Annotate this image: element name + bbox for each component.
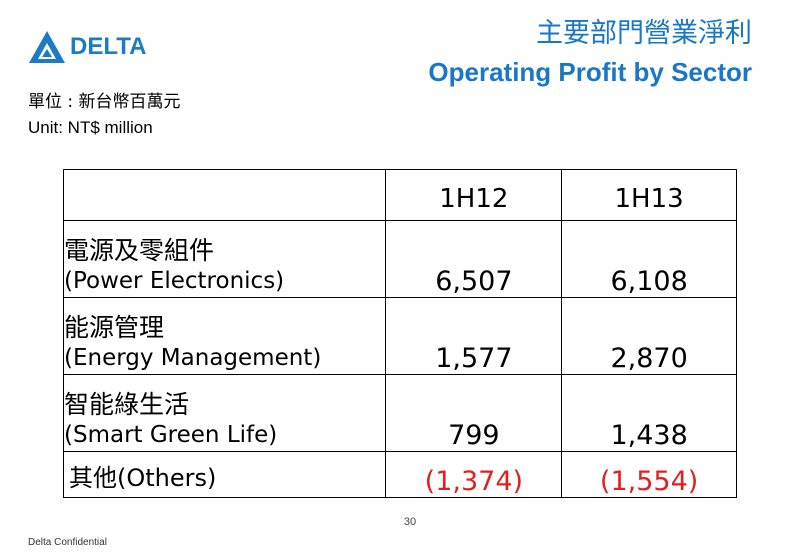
sector-cell: 能源管理 (Energy Management) xyxy=(62,297,387,375)
sector-cell: 電源及零組件 (Power Electronics) xyxy=(62,220,387,298)
table-row-power-electronics: 電源及零組件 (Power Electronics) 6,507 6,108 xyxy=(62,220,737,298)
sector-name-others: 其他(Others) xyxy=(62,451,387,498)
unit-label-zh: 單位 : 新台幣百萬元 xyxy=(28,92,181,112)
table-row-energy-management: 能源管理 (Energy Management) 1,577 2,870 xyxy=(62,297,737,375)
sector-name-en: (Energy Management) xyxy=(64,345,322,372)
sector-name-zh: 智能綠生活 xyxy=(64,389,190,419)
page-title-en: Operating Profit by Sector xyxy=(428,57,752,87)
value-cell-1h12: 6,507 xyxy=(385,220,563,298)
sector-name-en: (Smart Green Life) xyxy=(64,422,278,449)
sector-name-zh: 電源及零組件 xyxy=(64,235,215,265)
column-header-1h13: 1H13 xyxy=(561,169,737,221)
value-cell-1h12: 1,577 xyxy=(385,297,563,375)
confidential-notice: Delta Confidential xyxy=(28,537,107,548)
table-row-smart-green-life: 智能綠生活 (Smart Green Life) 799 1,438 xyxy=(62,374,737,452)
value-cell-1h13: 6,108 xyxy=(561,220,737,298)
table-header-row: 1H12 1H13 xyxy=(62,169,737,221)
header-empty-cell xyxy=(62,169,387,221)
column-header-1h12: 1H12 xyxy=(385,169,563,221)
sector-cell: 智能綠生活 (Smart Green Life) xyxy=(62,374,387,452)
value-cell-1h13: 1,438 xyxy=(561,374,737,452)
sector-name-en: (Power Electronics) xyxy=(64,268,285,295)
delta-logo: DELTA xyxy=(28,27,153,67)
page-title-zh: 主要部門營業淨利 xyxy=(536,18,752,49)
logo-text: DELTA xyxy=(70,33,147,60)
operating-profit-table: 1H12 1H13 電源及零組件 (Power Electronics) 6,5… xyxy=(62,169,737,498)
table-row-others: 其他(Others) (1,374) (1,554) xyxy=(62,451,737,498)
value-cell-1h12-negative: (1,374) xyxy=(385,451,563,498)
value-cell-1h13: 2,870 xyxy=(561,297,737,375)
value-cell-1h13-negative: (1,554) xyxy=(561,451,737,498)
sector-name-zh: 能源管理 xyxy=(64,312,165,342)
page-number: 30 xyxy=(403,516,417,528)
value-cell-1h12: 799 xyxy=(385,374,563,452)
unit-label-en: Unit: NT$ million xyxy=(28,118,153,137)
delta-triangle-icon xyxy=(29,31,65,63)
